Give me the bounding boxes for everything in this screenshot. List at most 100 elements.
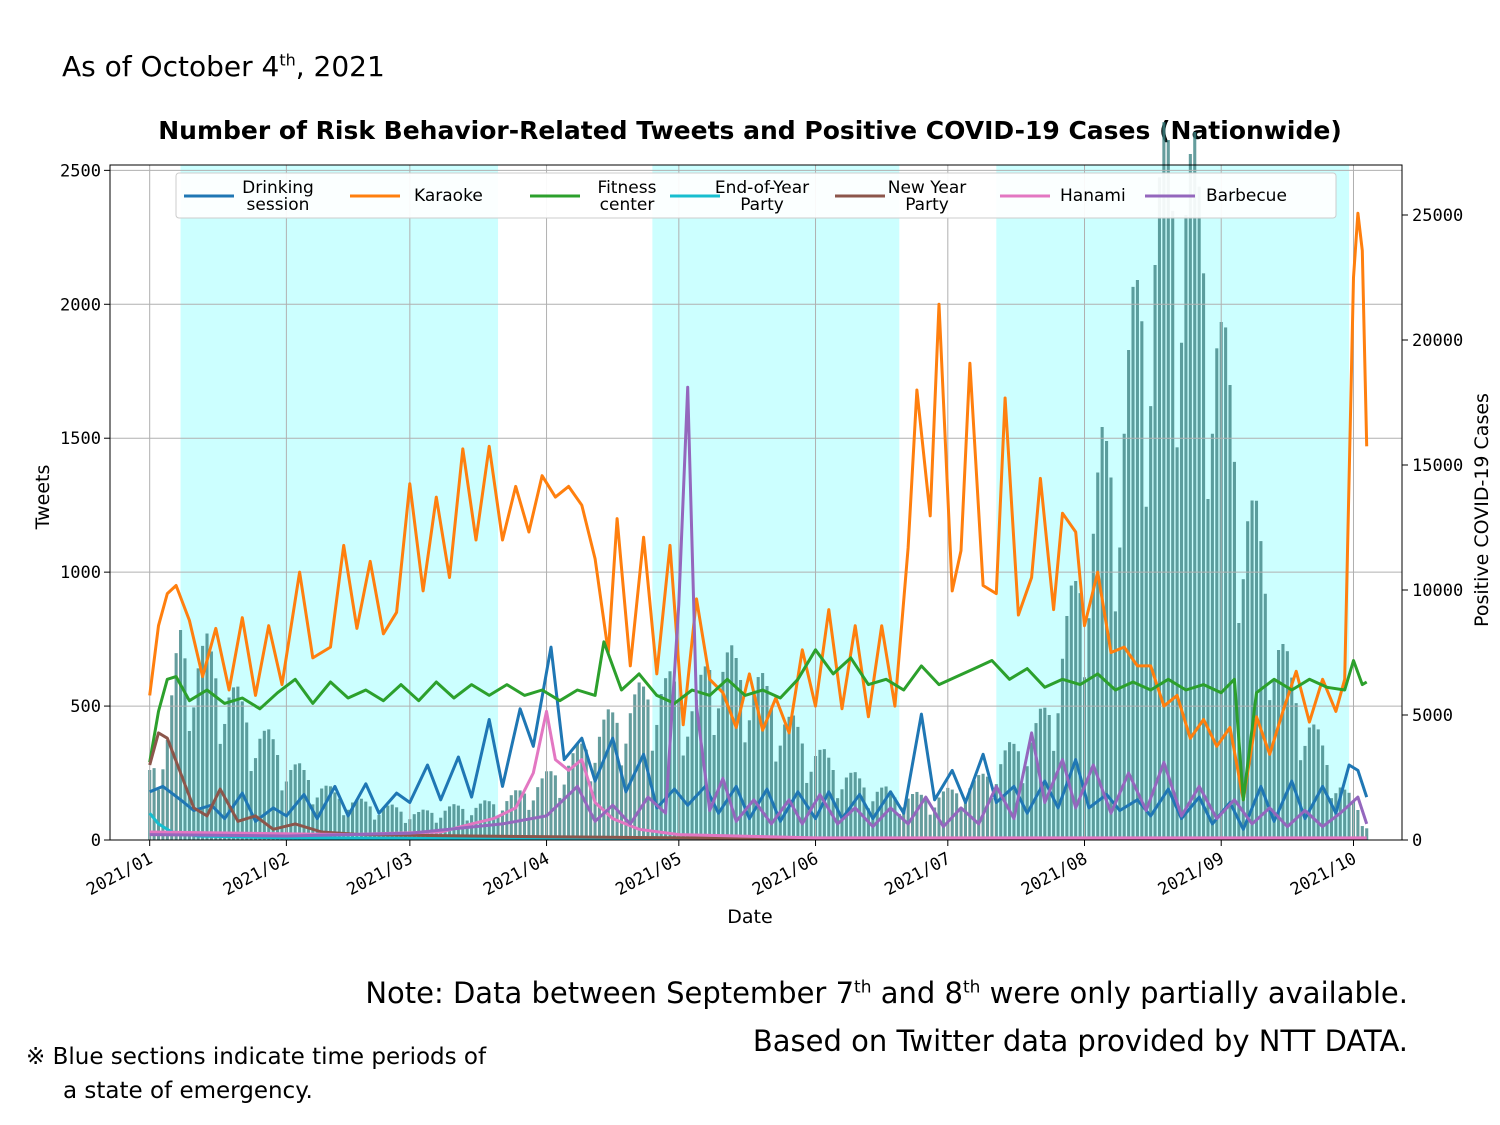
plot-frame xyxy=(109,164,1403,841)
case-bar xyxy=(941,791,945,840)
y-tick-label: 2000 xyxy=(60,295,101,315)
chart-title: Number of Risk Behavior-Related Tweets a… xyxy=(158,116,1342,145)
case-bar xyxy=(694,700,699,840)
case-bar xyxy=(1276,650,1281,840)
case-bar xyxy=(836,798,840,840)
case-bar xyxy=(783,724,787,840)
case-bar xyxy=(919,794,923,840)
case-bar xyxy=(994,784,998,840)
case-bar xyxy=(1171,210,1175,841)
case-bar xyxy=(536,787,540,840)
case-bar xyxy=(1303,745,1307,840)
case-bar xyxy=(730,645,734,840)
case-bar xyxy=(1021,783,1025,840)
series-line-new-year-party xyxy=(148,731,1367,841)
case-bar xyxy=(888,790,893,840)
y-tick-label: 1000 xyxy=(60,563,101,583)
case-bar xyxy=(1312,724,1316,840)
case-bar xyxy=(655,724,659,840)
case-bar xyxy=(809,771,813,840)
case-bar xyxy=(514,790,518,840)
case-bar xyxy=(1347,792,1351,840)
case-bar xyxy=(192,707,196,840)
emergency-footnote-line1: ※ Blue sections indicate time periods of xyxy=(26,1044,487,1070)
case-bar xyxy=(236,686,240,840)
y2-tick-label: 10000 xyxy=(1412,581,1463,601)
legend-label: Fitness center xyxy=(598,178,657,215)
legend-label: Hanami xyxy=(1060,186,1126,206)
case-bar xyxy=(902,807,906,840)
series-line-karaoke xyxy=(148,211,1369,802)
case-bar xyxy=(1316,729,1320,840)
case-bar xyxy=(1166,140,1170,840)
case-bar xyxy=(580,743,584,840)
case-bar xyxy=(425,810,430,840)
case-bar xyxy=(377,814,381,840)
case-bar xyxy=(769,708,773,840)
legend-label: New Year Party xyxy=(888,178,966,215)
case-bar xyxy=(417,812,421,840)
case-bar xyxy=(421,809,425,840)
series-line-fitness-center xyxy=(148,640,1368,802)
x-tick-label: 2021/10 xyxy=(1287,849,1360,900)
legend: Drinking session Karaoke Fitness center End-o… xyxy=(175,172,1337,219)
case-bar xyxy=(350,802,355,840)
series-line-drinking-session xyxy=(149,645,1369,831)
case-bar xyxy=(328,786,333,840)
case-bar xyxy=(496,817,500,840)
case-bar xyxy=(712,734,716,840)
x-axis-ticks: 2021/01 2021/02 2021/03 2021/04 2021/05 2021/… xyxy=(83,840,1360,900)
case-bar xyxy=(1118,547,1122,840)
case-bar xyxy=(897,813,901,840)
y2-axis-label: Positive COVID-19 Cases xyxy=(1471,393,1493,627)
y2-tick-label: 20000 xyxy=(1412,331,1463,351)
case-bar xyxy=(955,793,959,840)
case-bar xyxy=(562,784,566,840)
case-bar xyxy=(725,652,729,840)
case-bar xyxy=(602,719,606,840)
case-bar xyxy=(672,681,676,840)
case-bar xyxy=(1127,350,1131,840)
as-of-date: As of October 4th, 2021 xyxy=(62,50,385,83)
case-bar xyxy=(990,798,994,840)
case-bar xyxy=(1144,506,1148,840)
case-bar xyxy=(430,812,434,840)
case-bar xyxy=(906,798,910,840)
case-bar xyxy=(267,729,271,840)
case-bar xyxy=(1360,826,1364,840)
case-bar xyxy=(492,804,496,840)
case-bar xyxy=(1074,581,1078,840)
legend-label: End-of-Year Party xyxy=(715,178,809,215)
case-bar xyxy=(179,630,183,840)
case-bar xyxy=(615,722,619,840)
case-bar xyxy=(386,805,390,840)
case-bar xyxy=(924,800,928,840)
case-bar xyxy=(1091,533,1095,840)
case-bar xyxy=(209,651,213,840)
x-tick-label: 2021/02 xyxy=(220,849,293,900)
case-bar xyxy=(456,805,460,840)
case-bar xyxy=(1184,215,1188,840)
case-bar xyxy=(1202,273,1206,840)
x-tick-label: 2021/04 xyxy=(480,849,553,900)
case-bar xyxy=(1135,280,1139,840)
case-bar xyxy=(1250,500,1254,840)
case-bar xyxy=(933,807,937,840)
case-bar xyxy=(1232,461,1236,840)
source-note: Based on Twitter data provided by NTT DA… xyxy=(752,1024,1408,1058)
case-bar xyxy=(1030,742,1034,840)
case-bar xyxy=(306,780,310,840)
case-bar xyxy=(1034,723,1038,840)
case-bar xyxy=(721,671,725,840)
case-bar xyxy=(567,765,571,840)
x-tick-label: 2021/03 xyxy=(344,849,417,900)
case-bar xyxy=(871,801,875,840)
x-tick-label: 2021/07 xyxy=(882,849,955,900)
case-bar xyxy=(201,645,205,840)
case-bar xyxy=(1052,750,1056,840)
case-bar xyxy=(205,633,209,840)
case-bar xyxy=(999,764,1003,840)
case-bar xyxy=(1105,441,1109,840)
case-bar xyxy=(170,695,174,840)
case-bar xyxy=(708,670,712,840)
